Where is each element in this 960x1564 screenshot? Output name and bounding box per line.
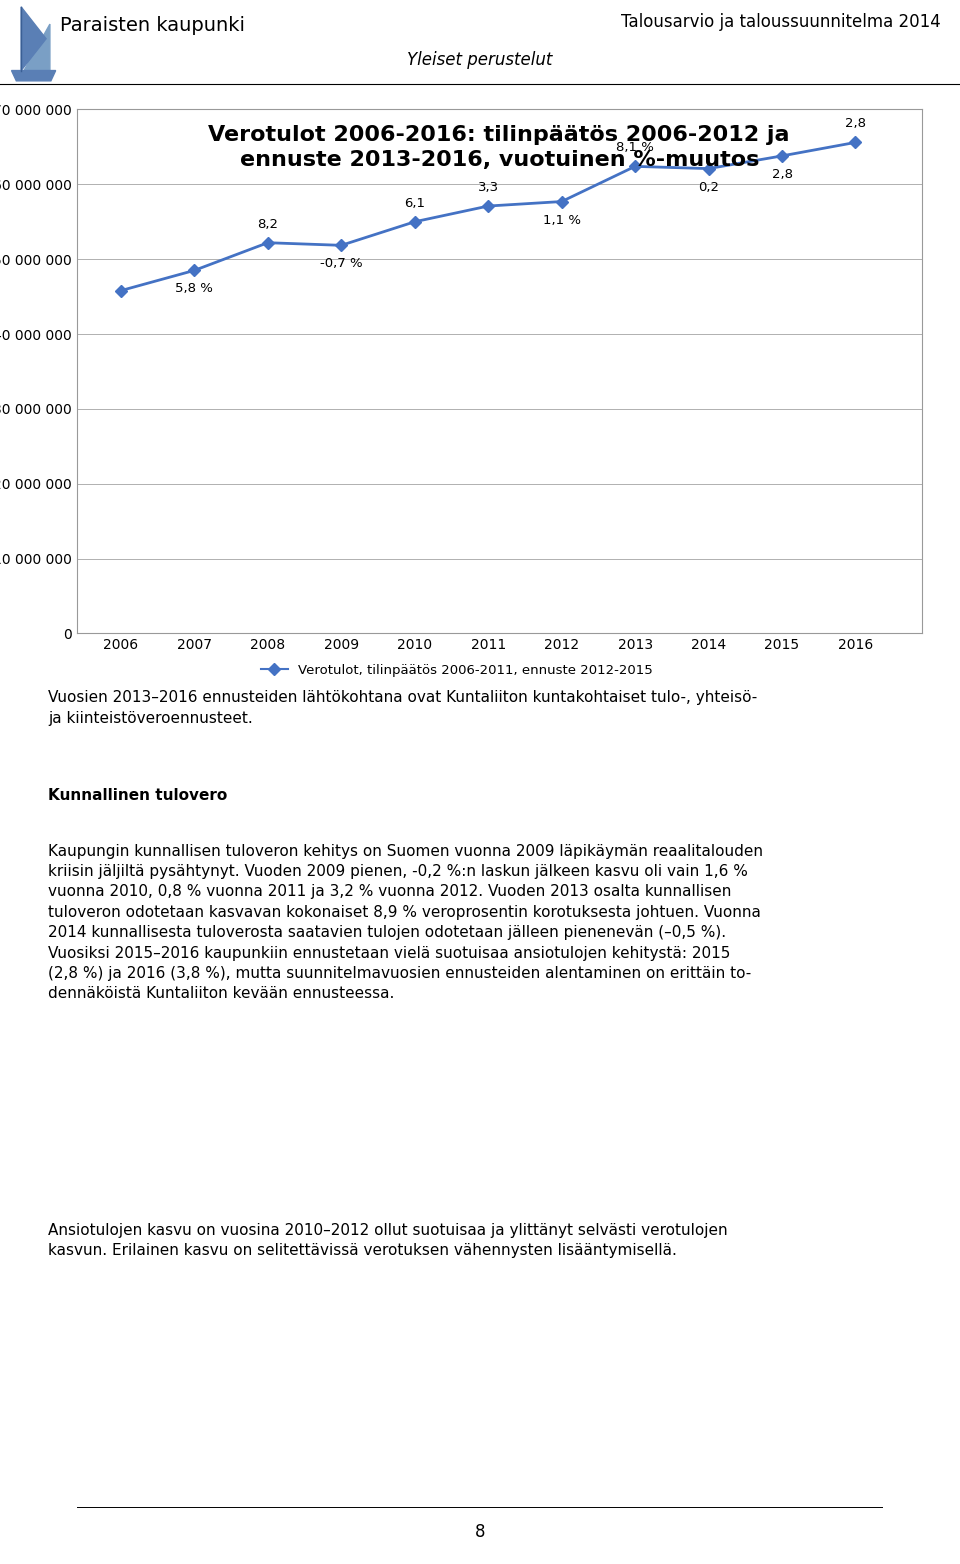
Text: 2,8: 2,8 [845,117,866,130]
Text: 8,2: 8,2 [257,217,278,231]
Text: 5,8 %: 5,8 % [176,283,213,296]
Text: 6,1: 6,1 [404,197,425,210]
Text: 8: 8 [475,1522,485,1541]
Legend: Verotulot, tilinpäätös 2006-2011, ennuste 2012-2015: Verotulot, tilinpäätös 2006-2011, ennust… [255,658,659,682]
Text: -0,7 %: -0,7 % [320,258,363,271]
Text: Talousarvio ja taloussuunnitelma 2014: Talousarvio ja taloussuunnitelma 2014 [621,13,941,31]
Polygon shape [21,6,46,70]
Text: Verotulot 2006-2016: tilinpäätös 2006-2012 ja
ennuste 2013-2016, vuotuinen %-muu: Verotulot 2006-2016: tilinpäätös 2006-20… [208,125,790,170]
Polygon shape [24,23,50,70]
Text: Paraisten kaupunki: Paraisten kaupunki [60,16,245,36]
Text: 8,1 %: 8,1 % [616,141,654,155]
Polygon shape [12,70,56,81]
Text: Yleiset perustelut: Yleiset perustelut [407,52,553,69]
Text: Kunnallinen tulovero: Kunnallinen tulovero [48,788,228,804]
Text: 0,2: 0,2 [698,180,719,194]
Text: 2,8: 2,8 [772,167,793,181]
Text: 3,3: 3,3 [478,181,499,194]
Text: Ansiotulojen kasvu on vuosina 2010–2012 ollut suotuisaa ja ylittänyt selvästi ve: Ansiotulojen kasvu on vuosina 2010–2012 … [48,1223,728,1259]
Text: Vuosien 2013–2016 ennusteiden lähtökohtana ovat Kuntaliiton kuntakohtaiset tulo-: Vuosien 2013–2016 ennusteiden lähtökohta… [48,690,757,726]
Text: Kaupungin kunnallisen tuloveron kehitys on Suomen vuonna 2009 läpikäymän reaalit: Kaupungin kunnallisen tuloveron kehitys … [48,843,763,1001]
Text: 1,1 %: 1,1 % [542,214,581,227]
